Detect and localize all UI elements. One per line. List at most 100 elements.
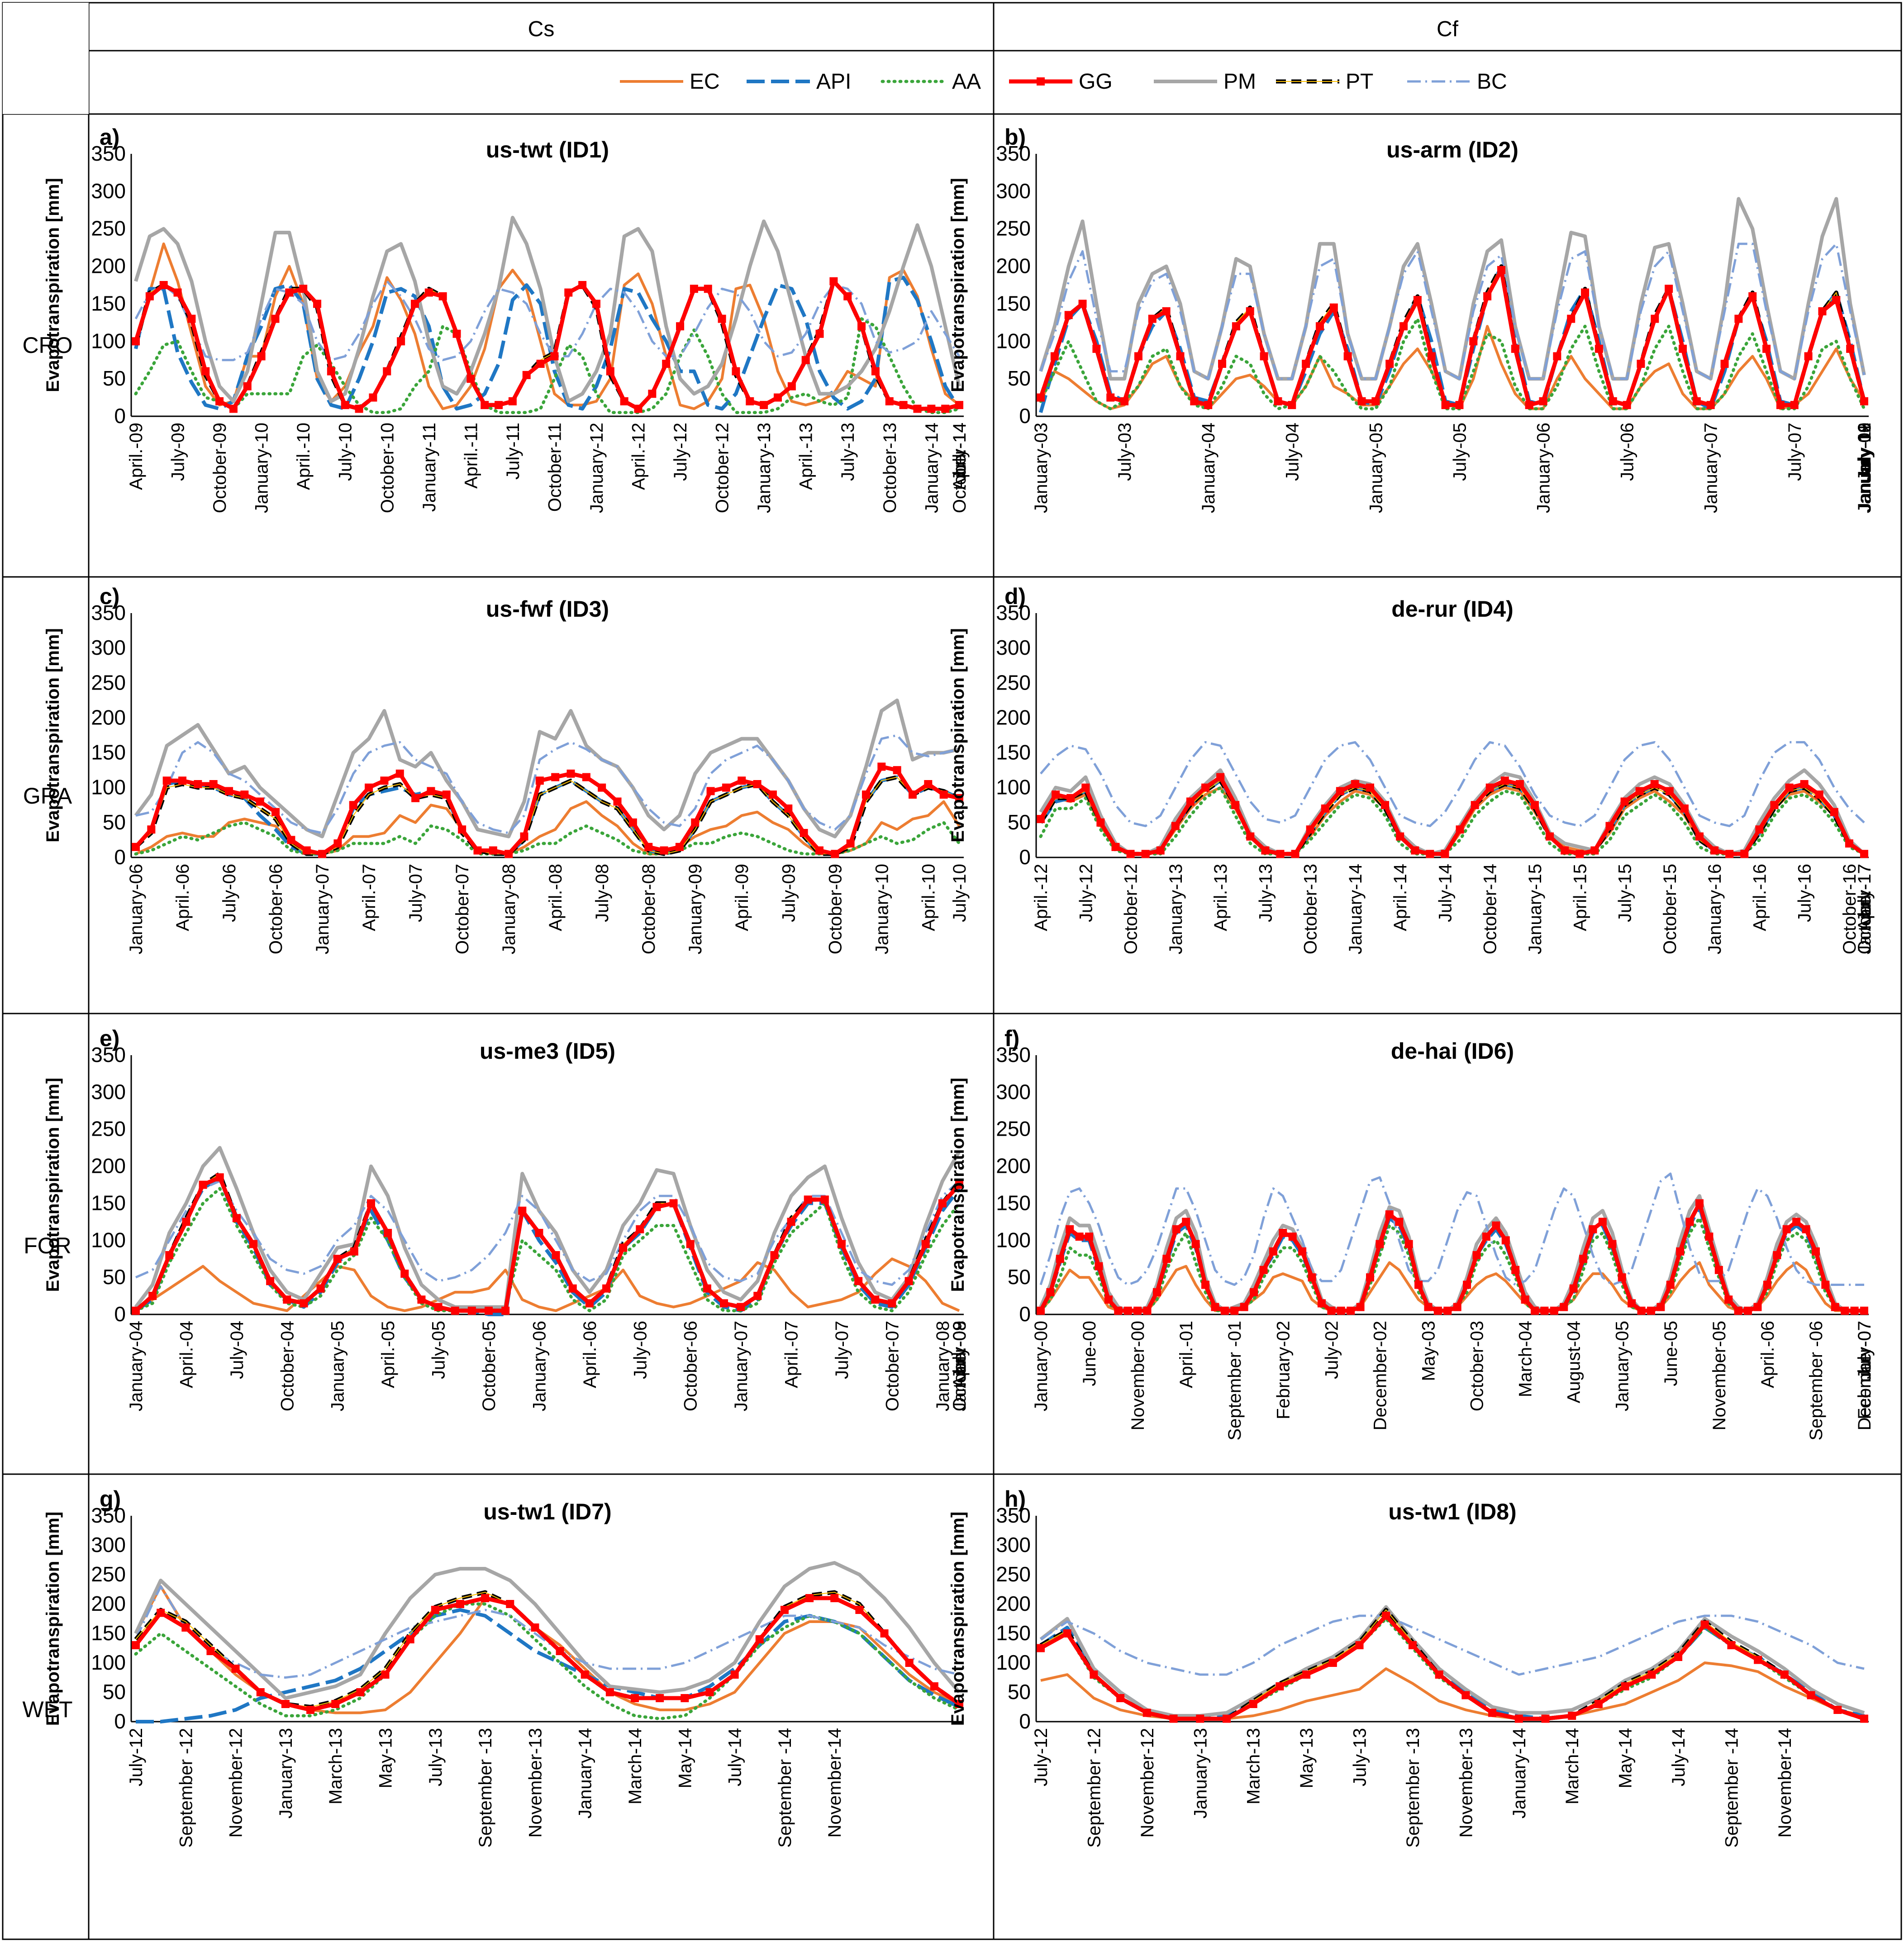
gg-point-marker: [535, 1228, 543, 1237]
gg-point-marker: [681, 1694, 689, 1702]
gg-point-marker: [1216, 773, 1225, 781]
gg-point-marker: [1782, 1225, 1791, 1233]
gg-point-marker: [1347, 1306, 1355, 1315]
x-tick-label: July-05: [1450, 423, 1470, 481]
gg-point-marker: [1424, 1303, 1433, 1311]
gg-point-marker: [1792, 1218, 1801, 1226]
x-tick-label: October-11: [545, 423, 565, 512]
gg-point-marker: [1720, 360, 1729, 368]
chart-panel-h: h) us-tw1 (ID8) 0 50 100 150 200 250 300 350 Evapo…: [948, 1486, 1869, 1848]
gg-point-marker: [442, 790, 451, 799]
y-tick-label: 350: [996, 142, 1031, 165]
x-tick-label: April.-09: [126, 423, 146, 490]
gg-point-marker: [648, 390, 657, 398]
series-line-gg: [1038, 268, 1866, 407]
gg-point-marker: [676, 322, 685, 331]
gg-point-marker: [1329, 303, 1338, 312]
gg-point-marker: [1511, 344, 1519, 353]
series-gg: [132, 762, 963, 858]
gg-point-marker: [955, 794, 963, 802]
gg-point-marker: [1647, 1306, 1655, 1315]
gg-point-marker: [350, 1247, 358, 1256]
x-tick-label: July-14: [950, 423, 970, 481]
gg-point-marker: [800, 829, 808, 837]
gg-point-marker: [730, 1671, 739, 1679]
legend-item-pm: PM: [1154, 70, 1256, 94]
x-tick-label: October-10: [377, 423, 397, 513]
x-tick-label: January-12: [1855, 423, 1875, 513]
chart-panel-e: e) us-me3 (ID5) 0 50 100 150 200 250 300 350 Evapo…: [43, 1026, 970, 1411]
series-gg: [1037, 266, 1868, 409]
gg-point-marker: [552, 1251, 560, 1260]
x-tick-label: July-10: [1855, 423, 1875, 481]
y-tick-label: 300: [91, 1080, 126, 1104]
x-tick-label: January-17: [1855, 864, 1875, 954]
gg-point-marker: [830, 1594, 839, 1602]
gg-point-marker: [1590, 846, 1599, 855]
y-tick-label: 350: [996, 1504, 1031, 1527]
x-tick-label: November-00: [1128, 1321, 1148, 1430]
gg-point-marker: [1608, 1240, 1617, 1248]
gg-point-marker: [1531, 801, 1539, 809]
gg-point-marker: [1249, 1700, 1257, 1708]
gg-point-marker: [888, 1299, 896, 1308]
gg-point-marker: [427, 787, 435, 795]
y-tick-label: 50: [103, 1680, 126, 1704]
gg-point-marker: [384, 1228, 392, 1237]
x-tick-label: September -12: [1084, 1728, 1104, 1848]
gg-point-marker: [773, 393, 782, 402]
x-tick-label: July-07: [832, 1321, 852, 1379]
series-pm: [1039, 197, 1866, 381]
x-tick-label: April.-04: [176, 1321, 196, 1388]
gg-point-marker: [1037, 1306, 1045, 1315]
gg-point-marker: [1755, 825, 1764, 834]
gg-point-marker: [201, 367, 210, 376]
row-label-cro: CRO: [22, 333, 72, 358]
gg-point-marker: [451, 1306, 459, 1315]
x-tick-label: September -13: [1403, 1728, 1423, 1848]
gg-point-marker: [424, 288, 433, 297]
x-tick-label: April.-07: [782, 1321, 802, 1388]
x-tick-label: September -06: [1806, 1321, 1826, 1441]
gg-point-marker: [1695, 832, 1704, 841]
gg-point-marker: [1064, 311, 1073, 319]
gg-point-marker: [1762, 344, 1771, 353]
x-tick-label: July-11: [503, 423, 523, 480]
gg-point-marker: [316, 1284, 325, 1293]
gg-point-marker: [1500, 776, 1509, 785]
gg-point-marker: [1259, 1266, 1268, 1274]
gg-point-marker: [1356, 1303, 1365, 1311]
gg-point-marker: [941, 405, 950, 413]
gg-point-marker: [1218, 360, 1227, 368]
gg-point-marker: [634, 405, 643, 413]
gg-point-marker: [1541, 1714, 1550, 1723]
gg-point-marker: [199, 1180, 207, 1189]
y-tick-label: 0: [114, 404, 126, 428]
gg-point-marker: [1656, 1303, 1665, 1311]
series-line-bc: [134, 1585, 960, 1679]
gg-point-marker: [662, 360, 671, 368]
y-axis-label: Evapotranspiration [mm]: [948, 178, 968, 392]
gg-point-marker: [585, 1299, 594, 1308]
gg-point-marker: [1773, 1251, 1781, 1260]
gg-point-marker: [899, 401, 908, 409]
gg-point-marker: [855, 1606, 864, 1614]
y-tick-label: 350: [996, 1043, 1031, 1066]
gg-point-marker: [1382, 1612, 1390, 1620]
gg-point-marker: [1133, 1306, 1142, 1315]
gg-point-marker: [805, 1594, 814, 1602]
series-bc: [1040, 1614, 1865, 1676]
x-tick-label: April.-14: [950, 423, 970, 490]
gg-point-marker: [1426, 850, 1434, 858]
gg-point-marker: [1568, 1712, 1576, 1720]
x-tick-label: July-11: [1855, 423, 1875, 480]
x-tick-label: April.-12: [1031, 864, 1051, 931]
gg-point-marker: [1780, 1671, 1789, 1679]
y-tick-label: 200: [996, 1154, 1031, 1178]
x-tick-label: May-13: [376, 1728, 396, 1788]
y-tick-label: 200: [91, 1154, 126, 1178]
gg-point-marker: [1085, 1233, 1094, 1241]
chart-title: us-fwf (ID3): [486, 596, 609, 622]
x-tick-label: April.-11: [461, 423, 481, 489]
gg-point-marker: [581, 1671, 589, 1679]
